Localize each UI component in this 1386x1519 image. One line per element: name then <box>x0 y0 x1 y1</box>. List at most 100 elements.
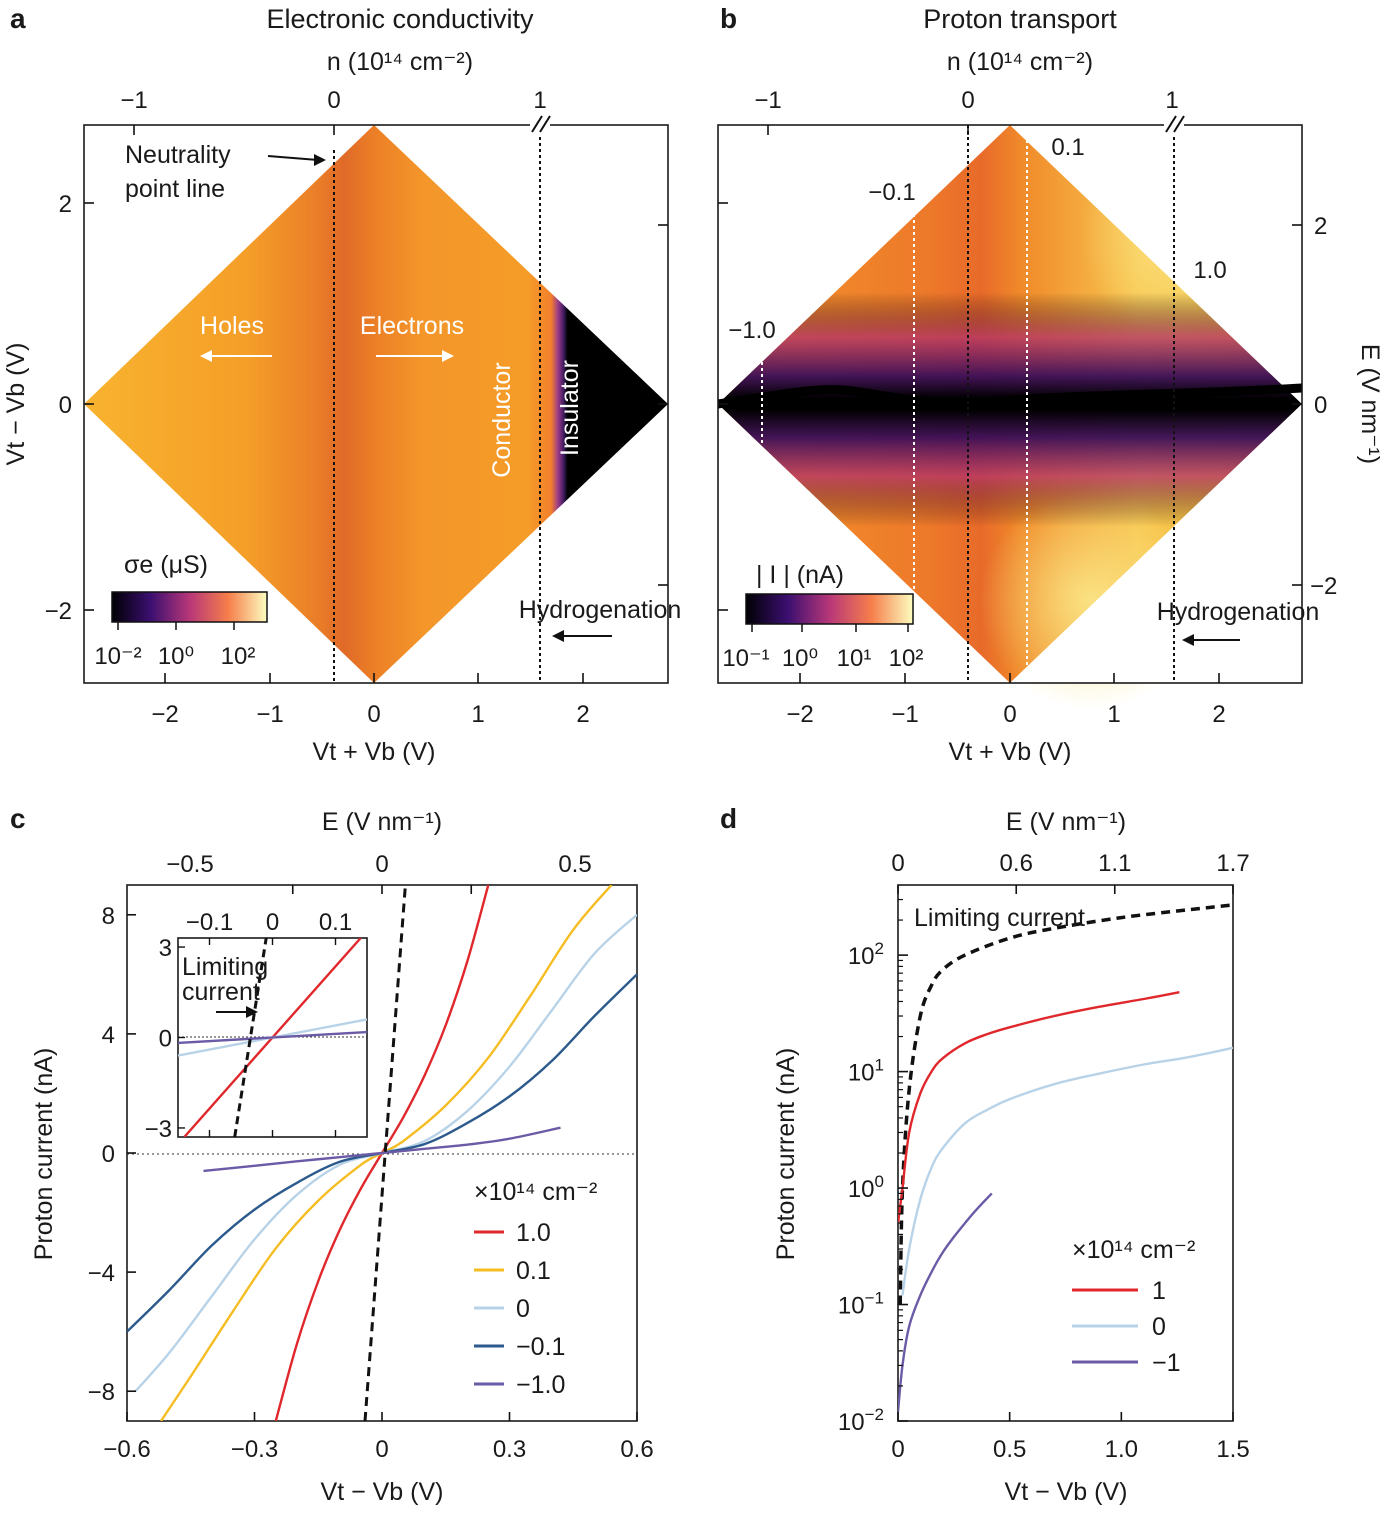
panel-c-y-tick: 4 <box>102 1022 115 1049</box>
panel-b-hydrogenation-label: Hydrogenation <box>1157 598 1320 626</box>
panel-d-legend-label: 0 <box>1152 1313 1166 1341</box>
panel-c-series <box>127 885 637 1421</box>
panel-d-x-tick: 1.5 <box>1216 1436 1249 1463</box>
panel-d-legend: ×10¹⁴ cm⁻² 1 0 −1 <box>1072 1236 1195 1377</box>
panel-b-right-label: E (V nm⁻¹) <box>1356 344 1384 464</box>
panel-b-colorbar-tick: 10¹ <box>837 645 872 672</box>
panel-a-axis-break <box>531 115 543 133</box>
panel-c-x-tick: 0.6 <box>620 1436 653 1463</box>
panel-d-top-tick: 1.7 <box>1216 850 1249 877</box>
panel-a-y-label: Vt − Vb (V) <box>2 343 30 466</box>
panel-d-x-tick: 0.5 <box>993 1436 1026 1463</box>
panel-d-letter: d <box>720 803 737 834</box>
panel-c-inset-y-tick: 0 <box>159 1026 172 1053</box>
panel-a-y-tick: 0 <box>59 392 72 419</box>
panel-c-top-tick: −0.5 <box>166 851 213 878</box>
panel-d-x-tick: 0 <box>891 1436 904 1463</box>
panel-d-y-tick: 102 <box>848 939 884 970</box>
panel-d-legend-label: 1 <box>1152 1277 1166 1305</box>
panel-a-neutrality-arrowhead <box>314 154 326 166</box>
panel-d-top-tick: 1.1 <box>1098 850 1131 877</box>
panel-a-x-tick: 2 <box>576 701 589 728</box>
panel-a-colorbar-tick: 10⁰ <box>158 643 194 670</box>
panel-c-inset-y-tick: −3 <box>145 1116 172 1143</box>
panel-a-x-tick: 1 <box>471 701 484 728</box>
panel-d-series <box>898 903 1233 1412</box>
panel-a-title: Electronic conductivity <box>266 4 534 34</box>
panel-b-line-label: −1.0 <box>728 317 775 344</box>
panel-b-letter: b <box>720 3 737 34</box>
panel-b-line-label: 1.0 <box>1193 257 1226 284</box>
panel-c-x-tick: 0 <box>375 1436 388 1463</box>
panel-c-top-tick: 0 <box>375 851 388 878</box>
panel-c-x-label: Vt − Vb (V) <box>321 1478 444 1506</box>
panel-a-ticks <box>84 125 668 683</box>
panel-a-colorbar-tick: 10² <box>221 643 256 670</box>
panel-a-neutrality-label: point line <box>125 175 225 203</box>
panel-b-zero-current-line <box>717 383 1303 409</box>
panel-d-x-tick: 1.0 <box>1105 1436 1138 1463</box>
panel-b-x-tick: −1 <box>891 701 918 728</box>
panel-a-neutrality-label: Neutrality <box>125 141 231 169</box>
panel-b-axis-break-mask <box>1164 116 1184 134</box>
panel-b-ticks <box>718 125 1302 683</box>
panel-a-insulator-label: Insulator <box>556 360 584 456</box>
panel-b-x-tick: 0 <box>1003 701 1016 728</box>
panel-b-colorbar-tick: 10⁻¹ <box>722 645 769 672</box>
panel-c-top-axis-label: E (V nm⁻¹) <box>322 808 442 836</box>
panel-c-inset-label: Limiting <box>182 953 268 981</box>
panel-b-title: Proton transport <box>923 4 1117 34</box>
panel-a-holes-label: Holes <box>200 312 264 340</box>
panel-a-top-tick: −1 <box>120 87 147 114</box>
panel-b-colorbar-ticks <box>751 624 909 632</box>
panel-c-y-tick: −8 <box>88 1379 115 1406</box>
panel-d-series-line <box>898 991 1180 1224</box>
panel-d-top-tick: 0 <box>891 850 904 877</box>
panel-d-series-line <box>901 1046 1233 1296</box>
panel-c-letter: c <box>10 803 26 834</box>
panel-c-y-label: Proton current (nA) <box>30 1048 58 1261</box>
panel-c-x-tick: 0.3 <box>493 1436 526 1463</box>
panel-b-axis-break <box>1165 115 1177 133</box>
panel-a-top-tick: 0 <box>327 87 340 114</box>
panel-c-inset: −0.1 0 0.1 −3 0 3 Limiting current <box>145 909 368 1143</box>
panel-b-line-label: 0.1 <box>1051 134 1084 161</box>
panel-c-legend: ×10¹⁴ cm⁻² 1.0 0.1 0 −0.1 −1.0 <box>474 1178 597 1399</box>
panel-b-axis-break <box>1173 115 1185 133</box>
panel-b-x-tick: 2 <box>1212 701 1225 728</box>
panel-c-inset-x-tick: 0.1 <box>319 909 352 936</box>
panel-b-top-axis-label: n (10¹⁴ cm⁻²) <box>947 48 1093 76</box>
panel-c-top-tick: 0.5 <box>558 851 591 878</box>
panel-a-holes-arrowhead <box>200 350 212 362</box>
panel-a-colorbar-ticks <box>117 622 235 630</box>
panel-b-colorbar-tick: 10⁰ <box>782 645 818 672</box>
panel-a-x-tick: −1 <box>256 701 283 728</box>
panel-d-y-tick: 100 <box>848 1172 884 1203</box>
panel-d: d E (V nm⁻¹) 0 0.5 1.0 1.510−210−1100101102… <box>720 803 1250 1506</box>
panel-d-top-tick: 0.6 <box>1000 850 1033 877</box>
panel-d-series-line <box>898 903 1233 1305</box>
panel-c-inset-line <box>233 938 268 1137</box>
panel-b-mask <box>1010 404 1302 683</box>
panel-b-mask <box>1010 125 1302 404</box>
panel-a-x-tick: −2 <box>151 701 178 728</box>
panel-b-colorbar <box>745 593 914 625</box>
panel-c-inset-x-tick: 0 <box>266 909 279 936</box>
panel-a-colorbar <box>111 591 268 623</box>
panel-b-x-tick: −2 <box>786 701 813 728</box>
panel-a-y-tick: 2 <box>59 191 72 218</box>
panel-c-legend-title: ×10¹⁴ cm⁻² <box>474 1178 597 1206</box>
panel-a-heatmap <box>84 125 668 683</box>
panel-b-top-tick: −1 <box>754 87 781 114</box>
panel-b-x-tick: 1 <box>1107 701 1120 728</box>
panel-a-axis-break-mask <box>530 116 550 134</box>
panel-a: a Electronic conductivity n (10¹⁴ cm⁻²) … <box>2 3 681 766</box>
panel-d-y-tick: 10−2 <box>838 1405 884 1436</box>
panel-a-colorbar-tick: 10⁻² <box>94 643 141 670</box>
panel-d-y-tick: 10−1 <box>838 1289 884 1320</box>
panel-d-x-label: Vt − Vb (V) <box>1005 1478 1128 1506</box>
panel-a-hydrogenation-arrowhead <box>552 630 564 642</box>
panel-c-ticks: −0.6 −0.3 0 0.3 0.6 −8 −4 0 4 8 <box>88 885 654 1463</box>
